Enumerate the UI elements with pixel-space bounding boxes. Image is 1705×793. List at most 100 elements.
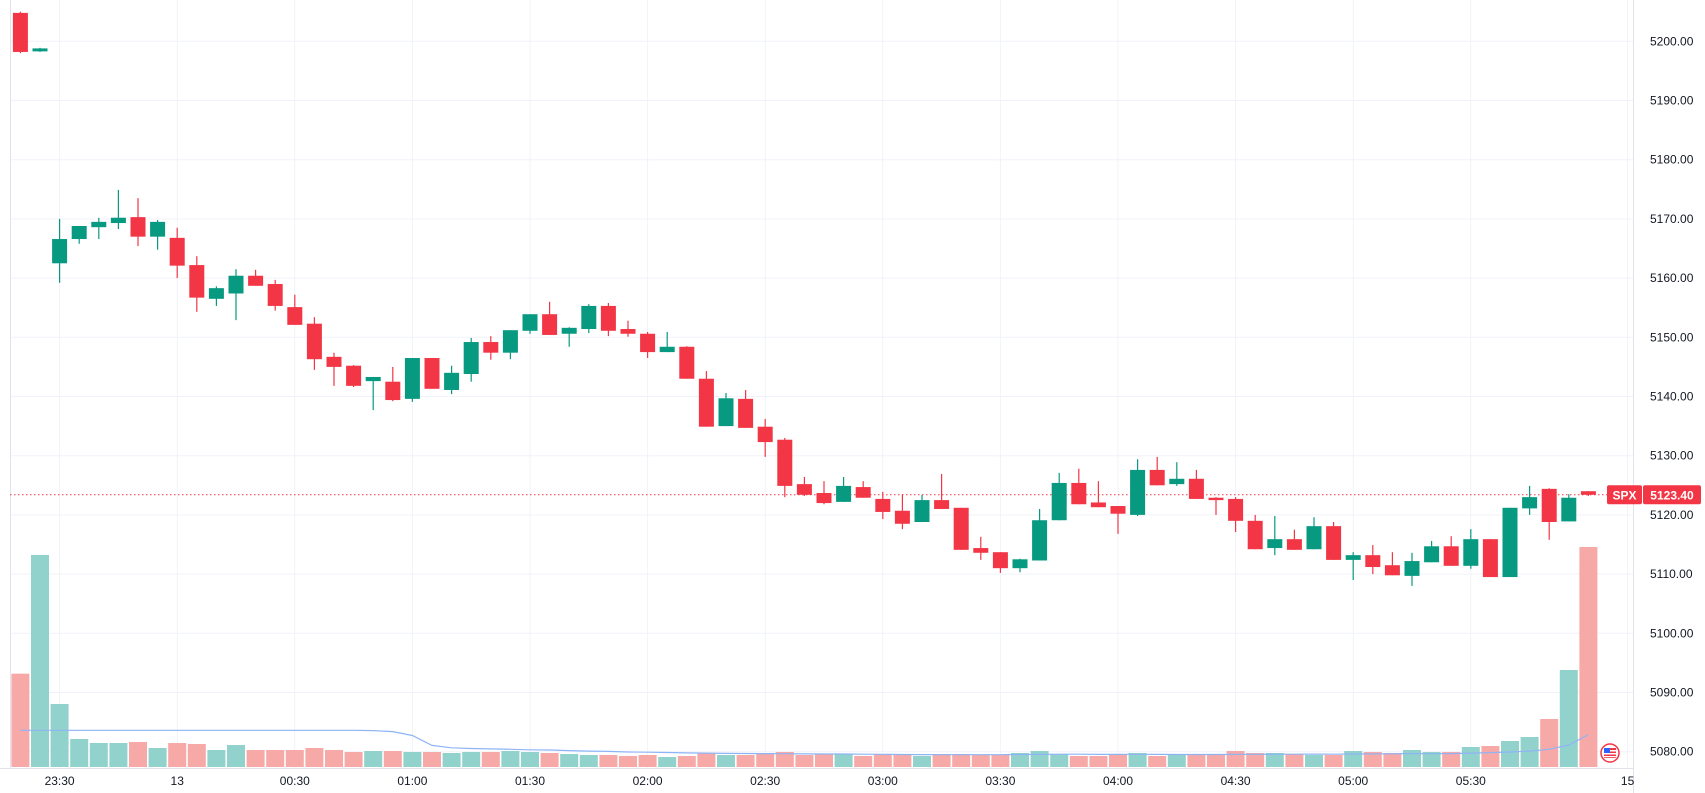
- volume-bar: [50, 704, 69, 767]
- candle: [973, 536, 989, 560]
- candles: [12, 11, 1596, 586]
- candle-body: [1188, 478, 1204, 499]
- volume-bar: [815, 754, 833, 767]
- candle: [1267, 516, 1283, 556]
- candle: [1522, 485, 1538, 515]
- price-tick-label: 5160.00: [1650, 271, 1694, 285]
- volume-bar: [521, 752, 539, 767]
- time-tick-label: 03:00: [868, 774, 898, 788]
- volume-bar: [1579, 547, 1598, 767]
- volume-bar: [442, 753, 461, 767]
- volume-bar: [1501, 741, 1519, 767]
- candle-body: [718, 398, 734, 427]
- candle-body: [248, 275, 264, 286]
- candle-body: [1404, 561, 1420, 576]
- volume-bar: [1128, 753, 1147, 767]
- volume-bar: [873, 754, 892, 767]
- time-tick-label: 03:30: [985, 774, 1015, 788]
- candle-body: [267, 284, 283, 306]
- candle: [953, 507, 969, 550]
- candle-body: [1502, 507, 1518, 578]
- time-axis[interactable]: 23:30 13 00:30 01:00 01:30 02:00 02:30 03:00 03:…: [45, 774, 1635, 788]
- candle-body: [1012, 559, 1028, 569]
- candle-body: [1090, 502, 1106, 508]
- candle: [640, 331, 656, 359]
- candle-body: [228, 275, 244, 294]
- candle-body: [855, 487, 871, 498]
- candle: [91, 217, 107, 240]
- candle-body: [483, 342, 499, 353]
- volume-bar: [187, 744, 206, 767]
- candle: [1345, 552, 1361, 581]
- candle-body: [1443, 546, 1459, 566]
- candle-body: [679, 346, 695, 379]
- candle-body: [150, 221, 166, 237]
- volume-bar: [1442, 752, 1461, 767]
- price-tick-label: 5190.00: [1650, 94, 1694, 108]
- candle-body: [914, 500, 930, 523]
- candle: [738, 389, 754, 428]
- us-flag-icon[interactable]: [1600, 743, 1620, 763]
- price-tick-label: 5170.00: [1650, 212, 1694, 226]
- candle-body: [110, 217, 126, 224]
- volume-bar: [1481, 746, 1500, 767]
- volume-bar: [1344, 751, 1363, 767]
- candle-body: [1306, 526, 1322, 550]
- candle: [836, 477, 852, 502]
- candle: [365, 376, 381, 411]
- candle-body: [796, 484, 812, 495]
- volume-bar: [148, 748, 167, 767]
- volume-bar: [364, 751, 383, 767]
- candle-body: [875, 498, 891, 512]
- volume-bar: [1324, 755, 1343, 767]
- candle-body: [600, 305, 616, 331]
- candle-body: [1071, 482, 1087, 505]
- volume-bar: [854, 756, 873, 767]
- volume-bar: [756, 754, 775, 767]
- candle: [1228, 497, 1244, 533]
- volume-bar: [697, 753, 716, 767]
- candle-body: [326, 356, 342, 367]
- candle: [1090, 481, 1106, 508]
- volume-bar: [1461, 747, 1480, 767]
- candle: [228, 269, 244, 321]
- candle: [1149, 456, 1165, 486]
- candle-body: [385, 381, 401, 401]
- candle-body: [287, 307, 303, 325]
- candle-body: [463, 342, 479, 375]
- candle: [1130, 459, 1146, 517]
- candle: [522, 314, 538, 334]
- volume-bar: [168, 743, 187, 767]
- candle: [561, 327, 577, 347]
- candle-body: [1541, 488, 1557, 523]
- candle: [777, 437, 793, 498]
- candle: [679, 346, 695, 379]
- volume-bar: [305, 748, 324, 767]
- volume-bar: [795, 755, 814, 767]
- candle-body: [816, 492, 832, 504]
- price-tick-label: 5130.00: [1650, 449, 1694, 463]
- volume-bar: [1226, 751, 1245, 767]
- volume-bar: [1050, 754, 1069, 767]
- volume-bar: [1540, 719, 1559, 767]
- volume-bar: [285, 750, 304, 767]
- candle: [1443, 536, 1459, 566]
- candle: [1208, 497, 1224, 515]
- candle-body: [953, 507, 969, 550]
- volume-bar: [383, 751, 402, 767]
- candle-body: [836, 485, 852, 502]
- candle: [600, 302, 616, 337]
- volume-bar: [952, 754, 971, 767]
- candle: [1541, 488, 1557, 540]
- price-axis[interactable]: 5200.00 5190.00 5180.00 5170.00 5160.00 5150.…: [1650, 34, 1694, 758]
- volume-bar: [11, 673, 30, 767]
- volume-bar: [89, 743, 108, 767]
- volume-bar: [1363, 752, 1382, 767]
- candle: [463, 337, 479, 382]
- candle-body: [581, 305, 597, 330]
- candle-body: [738, 398, 754, 428]
- candle: [698, 371, 714, 427]
- candle: [914, 494, 930, 523]
- volume-bar: [1383, 753, 1402, 767]
